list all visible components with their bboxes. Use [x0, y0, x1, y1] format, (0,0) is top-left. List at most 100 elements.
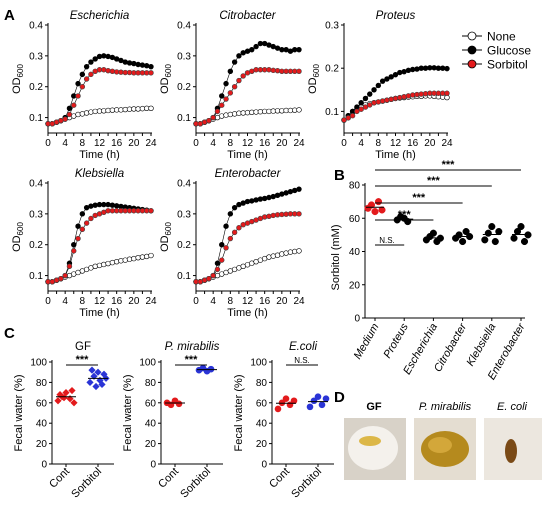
growth-point-2-2-11: [388, 96, 394, 103]
growth-point-2-2-2: [349, 113, 356, 119]
photo-gf: GF: [344, 401, 406, 480]
growth-xlabel-3: Time (h): [79, 307, 120, 319]
growth-ytick-label-1-1: 0.2: [177, 82, 191, 93]
growth-point-4-2-6: [219, 257, 225, 263]
growth-point-2-1-12: [392, 71, 399, 78]
growth-ylabel-2: OD600: [307, 64, 321, 94]
legend-label-2: Sorbitol: [487, 58, 528, 72]
growth-point-0-1-23: [144, 63, 150, 69]
growth-point-1-0-24: [296, 107, 302, 113]
fecal-point-1-0-3: [175, 400, 183, 408]
growth-point-1-1-8: [227, 68, 234, 74]
fecal-ytick-label-2-5: 100: [250, 358, 267, 369]
growth-xtick-label-2-12: 24: [441, 138, 453, 149]
growth-xtick-label-1-10: 20: [276, 138, 288, 149]
growth-series-4-2: [193, 211, 302, 285]
growth-xtick-label-3-12: 24: [145, 296, 157, 307]
fecal-xtick-label-0-1: Sorbitol: [69, 466, 104, 501]
growth-point-0-2-9: [83, 76, 90, 82]
fecal-point-2-1-1: [310, 397, 318, 405]
sorbitol-point-5-0: [510, 234, 518, 242]
growth-ytick-label-3-2: 0.3: [29, 209, 43, 220]
sorbitol-ytick-label-4: 80: [349, 181, 361, 192]
sorbitol-sig-label-3: ***: [427, 175, 441, 187]
growth-ytick-label-2-0: 0.1: [325, 107, 339, 118]
fecal-ytick-label-0-0: 0: [41, 460, 47, 471]
fecal-ylabel-0: Fecal water (%): [13, 374, 25, 451]
growth-point-2-2-0: [341, 117, 347, 123]
growth-series-1-2: [193, 67, 302, 127]
growth-ytick-label-0-3: 0.4: [29, 21, 43, 32]
growth-point-3-2-4: [62, 272, 68, 279]
growth-series-0-1: [45, 53, 154, 127]
growth-point-3-2-7: [75, 235, 81, 242]
growth-point-4-1-17: [266, 194, 272, 201]
fecal-point-0-1-8: [96, 376, 104, 384]
growth-ytick-label-1-0: 0.1: [177, 113, 191, 124]
fecal-xtick-label-1-0: Cont: [156, 466, 181, 491]
fecal-xtick-label-1-1: Sorbitol: [178, 466, 213, 501]
growth-point-0-0-9: [83, 110, 90, 116]
growth-xtick-label-3-10: 20: [128, 296, 140, 307]
growth-point-4-1-16: [261, 195, 268, 202]
growth-point-1-0-6: [219, 113, 225, 119]
sorbitol-point-4-1: [484, 229, 492, 237]
growth-point-0-2-6: [71, 102, 77, 108]
growth-point-0-2-4: [62, 116, 68, 122]
fecal-ytick-label-1-5: 100: [139, 358, 156, 369]
sorbitol-point-4-0: [481, 236, 489, 244]
growth-xlabel-1: Time (h): [227, 149, 268, 161]
growth-point-4-1-24: [296, 186, 302, 192]
growth-point-1-2-7: [223, 96, 229, 102]
fecal-xtick-label-2-0: Cont: [267, 466, 292, 491]
fecal-ytick-label-1-3: 60: [145, 398, 157, 409]
growth-point-3-2-10: [88, 215, 94, 222]
fecal-title-1: P. mirabilis: [165, 341, 220, 353]
fecal-ytick-label-0-5: 100: [30, 358, 47, 369]
growth-point-3-0-11: [92, 263, 98, 270]
legend-label-0: None: [487, 30, 516, 44]
growth-ylabel-3: OD600: [11, 222, 25, 252]
growth-xtick-label-4-4: 8: [228, 296, 234, 307]
growth-point-0-2-24: [148, 70, 154, 76]
sorbitol-sig-label-4: ***: [442, 159, 456, 171]
growth-point-0-2-5: [66, 111, 73, 118]
growth-point-0-1-11: [92, 56, 98, 62]
growth-point-0-1-24: [148, 63, 154, 70]
fecal-ylabel-1: Fecal water (%): [122, 374, 134, 451]
fecal-point-0-0-7: [60, 394, 68, 402]
growth-xtick-label-0-6: 12: [94, 138, 106, 149]
fecal-sig-label-1: ***: [185, 354, 199, 366]
growth-xtick-label-4-0: 0: [193, 296, 199, 307]
sorbitol-point-0-3: [374, 198, 383, 206]
growth-point-2-2-6: [367, 102, 373, 108]
growth-point-0-1-10: [88, 59, 94, 65]
growth-xtick-label-1-2: 4: [210, 138, 216, 149]
growth-ylabel-4: OD600: [159, 222, 173, 252]
fecal-point-2-1-3: [318, 401, 326, 409]
growth-point-0-1-20: [131, 60, 137, 67]
growth-point-4-1-5: [214, 260, 221, 266]
growth-xtick-label-2-6: 12: [390, 138, 402, 149]
fecal-title-2: E.coli: [289, 341, 318, 353]
growth-panel-1: Citrobacter 0.1 0.2 0.3 0.4 0 4 8 12 16 20 24 Time (…: [159, 10, 305, 161]
growth-point-1-2-6: [219, 102, 225, 108]
growth-xtick-label-1-6: 12: [242, 138, 254, 149]
fecal-ytick-label-2-2: 40: [256, 419, 268, 430]
fecal-ytick-label-0-2: 40: [36, 419, 48, 430]
growth-point-4-0-20: [279, 251, 285, 257]
growth-point-3-2-9: [83, 220, 90, 226]
growth-point-1-2-8: [227, 90, 234, 96]
fecal-point-0-0-3: [66, 395, 74, 403]
growth-point-4-2-24: [296, 211, 302, 217]
fecal-title-0: GF: [75, 341, 91, 353]
fecal-point-0-0-4: [70, 399, 78, 407]
growth-ytick-label-4-0: 0.1: [177, 271, 191, 282]
photo-p-mirabilis-highlight: [428, 437, 452, 453]
fecal-ytick-label-2-3: 60: [256, 398, 268, 409]
growth-point-2-1-8: [375, 82, 382, 89]
growth-point-0-2-8: [79, 84, 86, 90]
fecal-ytick-label-0-3: 60: [36, 398, 48, 409]
fecal-ylabel-2: Fecal water (%): [233, 374, 245, 451]
growth-xtick-label-4-10: 20: [276, 296, 288, 307]
